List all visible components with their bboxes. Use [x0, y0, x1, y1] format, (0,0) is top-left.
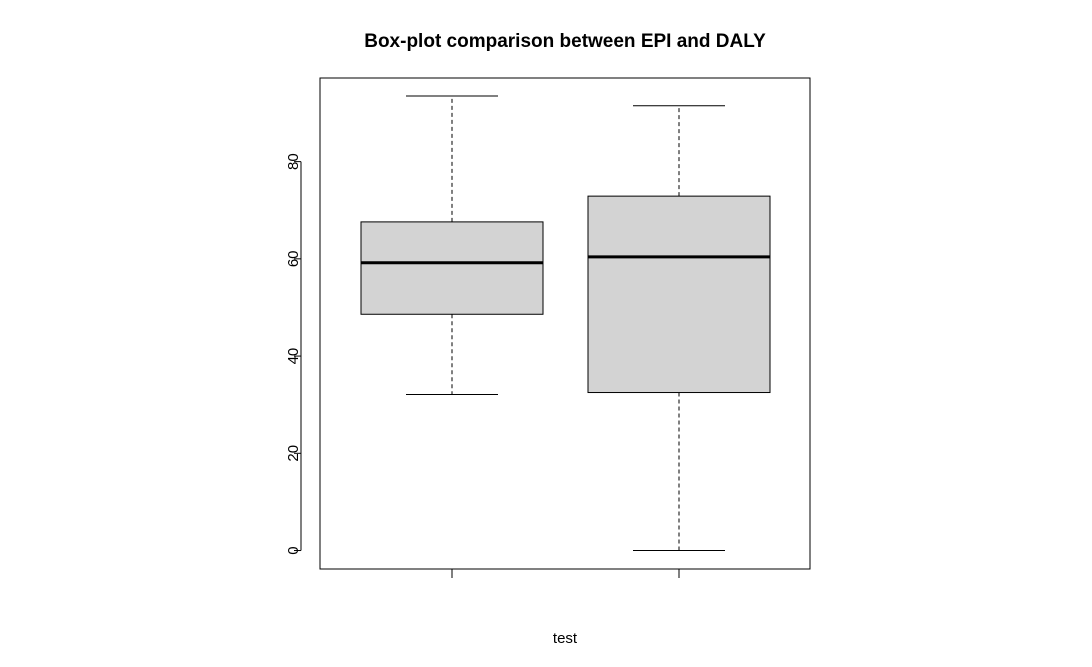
y-tick-label: 0 [285, 546, 302, 554]
iqr-box [360, 221, 544, 315]
iqr-box [587, 195, 771, 394]
x-axis-label: test [553, 630, 578, 647]
y-tick-label: 20 [285, 445, 302, 462]
box-group [360, 95, 771, 552]
box-2 [587, 105, 771, 552]
y-tick-label: 80 [285, 153, 302, 170]
x-axis [451, 569, 680, 578]
box-1 [360, 95, 544, 395]
y-axis: 0 20 40 60 80 [285, 153, 302, 554]
chart-title: Box-plot comparison between EPI and DALY [364, 31, 766, 52]
y-tick-label: 60 [285, 250, 302, 267]
plot-frame [319, 77, 811, 570]
y-tick-label: 40 [285, 348, 302, 365]
